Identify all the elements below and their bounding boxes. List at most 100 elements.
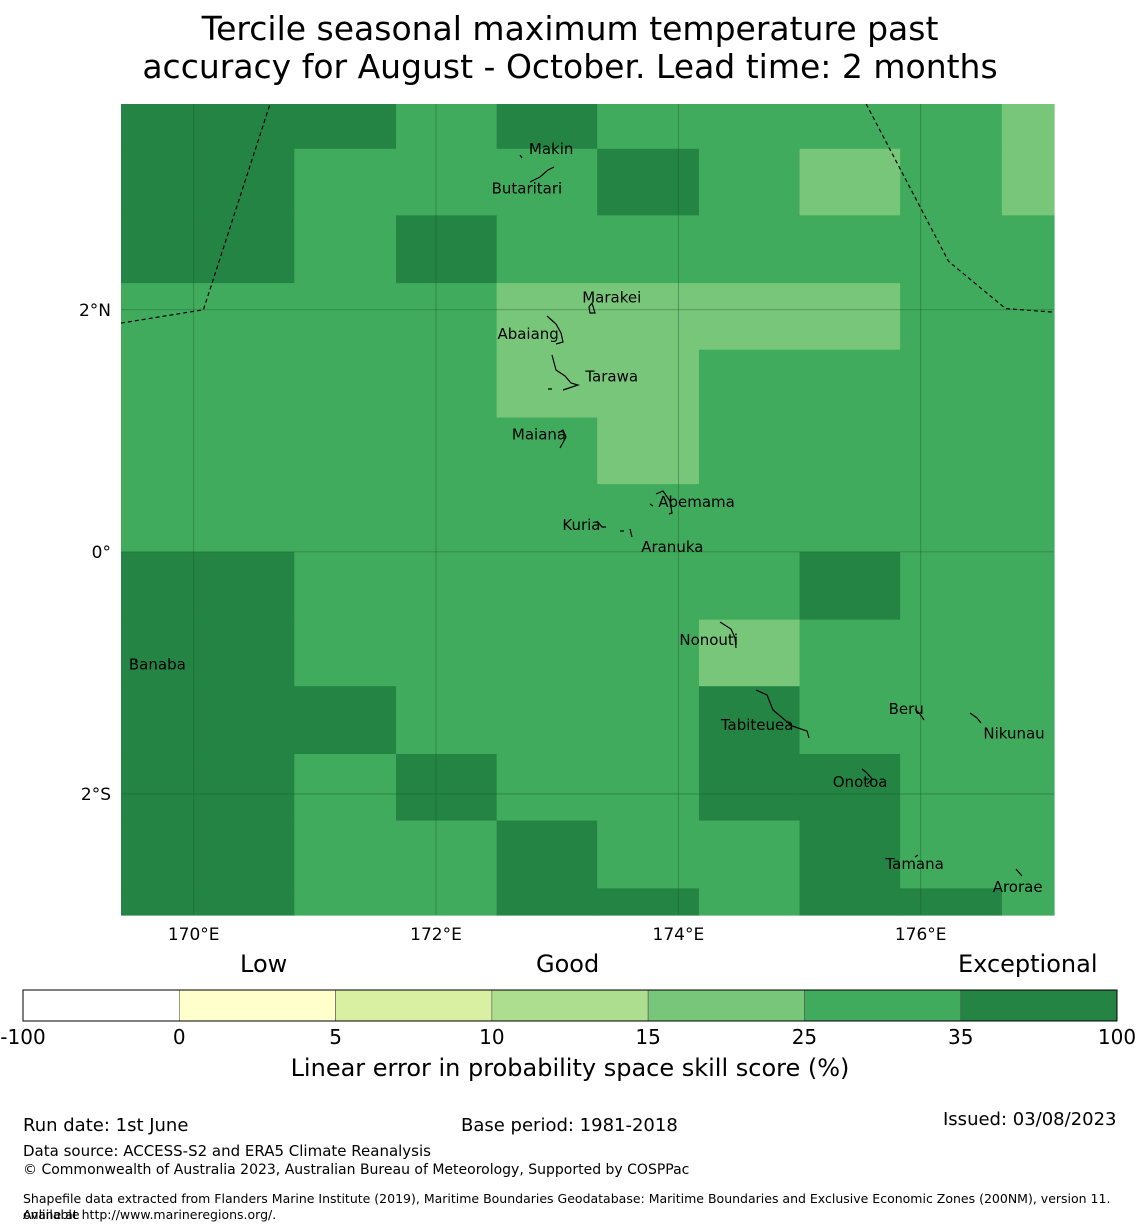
skill-cell xyxy=(294,551,397,621)
place-label: Maiana xyxy=(512,425,566,443)
skill-cell xyxy=(121,283,295,351)
skill-cell xyxy=(121,104,295,150)
skill-cell xyxy=(396,754,498,822)
skill-cell xyxy=(597,888,700,916)
skill-cell xyxy=(698,686,801,755)
place-label: Nikunau xyxy=(983,724,1044,742)
skill-cell xyxy=(496,754,598,822)
skill-cell xyxy=(597,551,700,621)
skill-cell xyxy=(597,484,700,553)
skill-cell xyxy=(1001,417,1055,485)
skill-cell xyxy=(900,148,1003,216)
island-outline xyxy=(596,520,633,538)
skill-cell xyxy=(900,104,1003,150)
place-label: Marakei xyxy=(582,289,641,307)
skill-cell xyxy=(597,754,700,822)
place-label: Makin xyxy=(529,140,574,158)
skill-cell xyxy=(597,686,700,755)
skill-cell xyxy=(698,619,801,687)
island-outline xyxy=(755,689,810,739)
copyright: © Commonwealth of Australia 2023, Austra… xyxy=(23,1162,690,1178)
colorbar-title: Linear error in probability space skill … xyxy=(290,1054,850,1082)
longitude-tick-label: 170°E xyxy=(168,925,220,945)
island-outline xyxy=(649,490,673,515)
skill-cell xyxy=(900,754,1003,822)
skill-cell xyxy=(294,417,397,485)
island-outline xyxy=(546,315,564,345)
base-period: Base period: 1981-2018 xyxy=(461,1115,678,1136)
skill-cell xyxy=(698,215,801,284)
skill-cell xyxy=(1001,484,1055,553)
skill-cell xyxy=(1001,820,1055,889)
skill-cell xyxy=(1001,888,1055,916)
island-outline xyxy=(914,708,925,721)
skill-cell xyxy=(396,551,498,621)
graticule xyxy=(121,104,1054,915)
island-outline xyxy=(969,712,982,724)
place-label: Abemama xyxy=(658,493,735,511)
skill-cell xyxy=(121,619,295,687)
skill-cell xyxy=(799,349,901,419)
skill-cell xyxy=(294,215,397,284)
skill-cell xyxy=(900,820,1003,889)
island-outline xyxy=(519,154,555,183)
skill-cell xyxy=(799,283,901,351)
latitude-tick-label: 2°N xyxy=(79,301,111,321)
latitude-labels: 2°N 0° 2°S xyxy=(79,301,111,805)
issued-date: Issued: 03/08/2023 xyxy=(943,1109,1117,1130)
skill-cell xyxy=(396,148,498,216)
skill-cell xyxy=(1001,283,1055,351)
skill-cell xyxy=(294,619,397,687)
skill-cell xyxy=(121,754,295,822)
banaba-island-marker xyxy=(134,659,138,663)
colorbar-tick-label: 10 xyxy=(479,1025,504,1049)
skill-cell xyxy=(1001,349,1055,419)
skill-cell xyxy=(900,686,1003,755)
place-label: Arorae xyxy=(993,878,1043,896)
place-label: Beru xyxy=(889,700,924,718)
skill-cell xyxy=(698,417,801,485)
skill-cell xyxy=(698,754,801,822)
skill-cell xyxy=(121,148,295,216)
colorbar-bin xyxy=(335,989,493,1022)
skill-cell xyxy=(121,417,295,485)
island-outline xyxy=(719,621,737,649)
skill-cell xyxy=(294,104,397,150)
longitude-tick-label: 174°E xyxy=(653,925,705,945)
colorbar-bin xyxy=(804,989,962,1022)
island-outline xyxy=(548,354,581,391)
skill-cell xyxy=(396,619,498,687)
skill-cell xyxy=(1001,148,1055,216)
skill-cell xyxy=(294,148,397,216)
skill-cell xyxy=(121,349,295,419)
place-label: Nonouti xyxy=(679,631,738,649)
colorbar-bin xyxy=(647,989,805,1022)
skill-cell xyxy=(698,148,801,216)
place-label: Kuria xyxy=(562,516,600,534)
place-label: Onotoa xyxy=(833,773,888,791)
skill-cell xyxy=(900,283,1003,351)
skill-cell xyxy=(294,754,397,822)
skill-cell xyxy=(1001,104,1055,150)
colorbar-outline xyxy=(22,989,1118,1022)
category-low: Low xyxy=(240,950,288,978)
skill-cell xyxy=(597,148,700,216)
colorbar-bin xyxy=(22,989,180,1022)
skill-cell xyxy=(496,104,598,150)
title-line-1: Tercile seasonal maximum temperature pas… xyxy=(201,9,939,48)
skill-cell xyxy=(900,417,1003,485)
skill-cell xyxy=(496,417,598,485)
map-title: Tercile seasonal maximum temperature pas… xyxy=(0,10,1140,86)
colorbar-tick-label: 5 xyxy=(329,1025,342,1049)
skill-cell xyxy=(1001,551,1055,621)
skill-cell xyxy=(900,215,1003,284)
skill-cell xyxy=(294,820,397,889)
skill-cell xyxy=(698,283,801,351)
title-line-2: accuracy for August - October. Lead time… xyxy=(142,47,998,86)
skill-cell xyxy=(1001,754,1055,822)
skill-cell xyxy=(799,484,901,553)
place-label: Aranuka xyxy=(641,538,703,556)
skill-cell xyxy=(799,686,901,755)
skill-cell xyxy=(294,349,397,419)
skill-cell xyxy=(597,820,700,889)
